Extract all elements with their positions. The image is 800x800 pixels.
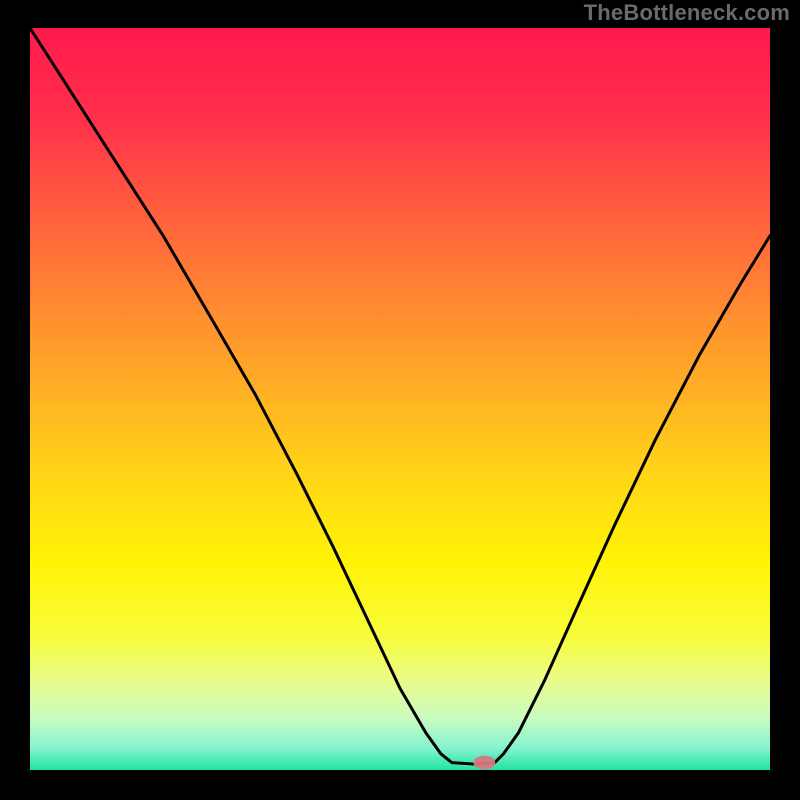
watermark-text: TheBottleneck.com <box>584 0 790 26</box>
optimal-marker <box>473 756 495 770</box>
plot-background <box>30 28 770 770</box>
chart-frame: TheBottleneck.com <box>0 0 800 800</box>
bottleneck-chart <box>0 0 800 800</box>
